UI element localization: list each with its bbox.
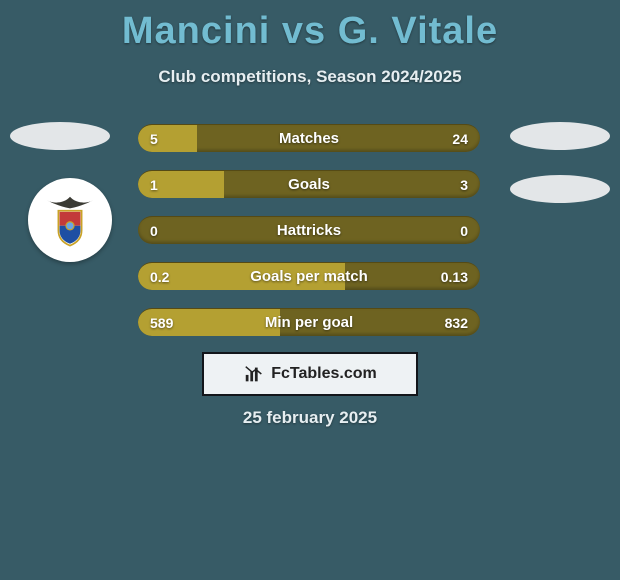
stat-value-right: 0.13 [441,263,468,290]
stat-value-right: 0 [460,217,468,244]
stat-row: Matches524 [138,124,480,152]
stat-row: Min per goal589832 [138,308,480,336]
stat-fill-left [138,125,197,152]
stat-label: Hattricks [138,217,480,244]
stat-value-right: 24 [452,125,468,152]
bar-chart-icon [243,363,265,385]
stat-row: Hattricks0 0 [138,216,480,244]
stat-value-right: 832 [445,309,468,336]
brand-label: FcTables.com [271,365,377,383]
stat-row: Goals13 [138,170,480,198]
stat-fill-left [138,263,345,290]
subtitle: Club competitions, Season 2024/2025 [0,67,620,87]
brand-badge: FcTables.com [202,352,418,396]
page-title: Mancini vs G. Vitale [0,0,620,53]
left-ellipse [10,122,110,150]
right-ellipse-2 [510,175,610,203]
comparison-bars: Matches524 Goals13 Hattricks0 0 Goals per ma… [138,124,480,354]
club-badge [28,178,112,262]
stat-value-left: 0 [150,217,158,244]
right-ellipse-1 [510,122,610,150]
stat-fill-left [138,309,280,336]
club-crest-icon [41,191,99,249]
stat-fill-left [138,171,224,198]
stat-value-right: 3 [460,171,468,198]
date-label: 25 february 2025 [0,408,620,428]
stat-row: Goals per match0.20.13 [138,262,480,290]
